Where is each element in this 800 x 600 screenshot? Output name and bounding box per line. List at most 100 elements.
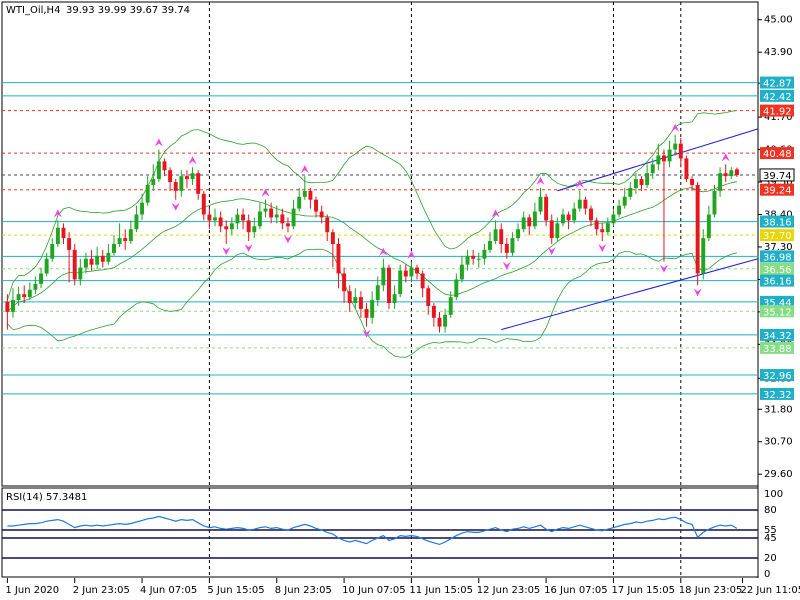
time-tick-label: 17 Jun 15:05: [611, 585, 675, 596]
candle-body: [504, 244, 509, 253]
candle-body: [375, 285, 380, 301]
candle-body: [471, 255, 476, 259]
level-label-box: [760, 274, 794, 287]
level-label-box: [760, 183, 794, 196]
candle-body: [27, 289, 32, 298]
candle-body: [656, 155, 661, 165]
candle-body: [246, 220, 251, 233]
fractal-down-arrow: [244, 244, 253, 253]
level-label-box: [760, 328, 794, 341]
candle-body: [488, 241, 492, 250]
time-tick-label: 5 Jun 15:05: [207, 585, 264, 596]
fractal-down-arrow: [547, 247, 556, 255]
candle-body: [207, 214, 212, 221]
candle-body: [370, 300, 375, 318]
candle-body: [544, 196, 549, 221]
level-label: 32.32: [763, 390, 792, 401]
level-label: 33.88: [763, 344, 792, 355]
candle-body: [532, 211, 537, 227]
level-label-box: [760, 147, 794, 160]
candle-body: [257, 211, 262, 227]
candle-body: [476, 258, 481, 260]
candle-body: [128, 229, 133, 242]
candle-body: [589, 208, 593, 221]
candle-body: [61, 227, 66, 239]
candle-body: [353, 297, 358, 304]
candle-body: [398, 270, 403, 295]
candle-body: [78, 267, 83, 280]
candle-body: [695, 184, 700, 274]
candle-body: [409, 267, 414, 277]
candle-body: [330, 232, 335, 244]
price-tick-label: 43.90: [764, 47, 793, 58]
level-label: 32.96: [763, 371, 792, 382]
candle-body: [611, 214, 616, 224]
candle-body: [308, 190, 313, 200]
candle-body: [650, 164, 655, 174]
candle-body: [117, 238, 122, 244]
chart-header-symbol: WTI_Oil,H4: [6, 5, 60, 16]
level-label: 41.92: [763, 107, 792, 118]
fractal-up-arrow: [53, 209, 62, 218]
fractal-arrows: [53, 123, 730, 338]
candle-body: [678, 143, 683, 159]
candle-body: [645, 173, 650, 185]
candle-body: [482, 249, 487, 259]
rsi-tick-label: 20: [764, 553, 777, 564]
candle-body: [729, 170, 734, 177]
candle-body: [33, 283, 38, 290]
level-label-box: [760, 215, 794, 228]
candle-body: [196, 173, 201, 194]
candle-body: [605, 223, 610, 233]
candle-body: [617, 205, 622, 215]
level-label-box: [760, 76, 794, 89]
candle-body: [224, 226, 229, 230]
level-label: 38.16: [763, 218, 792, 229]
band-lower: [7, 248, 737, 358]
level-label-box: [760, 369, 794, 382]
level-label: 40.48: [763, 149, 792, 160]
candle-body: [622, 196, 627, 206]
horizontal-levels: [2, 82, 758, 395]
candle-body: [314, 199, 318, 212]
candle-body: [420, 273, 425, 289]
candle-body: [701, 238, 706, 274]
candle-body: [347, 291, 352, 304]
trendline-lower: [501, 258, 759, 331]
fractal-up-arrow: [188, 156, 197, 165]
level-label-box: [760, 387, 794, 400]
price-tick-label: 31.80: [764, 404, 793, 415]
candle-body: [134, 214, 139, 230]
time-tick-label: 2 Jun 23:05: [73, 585, 130, 596]
candle-body: [184, 176, 189, 180]
candle-body: [145, 184, 150, 203]
level-label: 37.70: [763, 231, 792, 242]
grid-layer: [208, 2, 682, 578]
candle-body: [516, 229, 521, 239]
fractal-down-arrow: [659, 264, 668, 273]
candle-body: [403, 270, 408, 277]
candle-body: [235, 214, 240, 224]
candle-body: [241, 214, 246, 221]
level-labels: 42.87 42.42 41.92 40.48 39.74 39.24 38.16 37.70…: [759, 76, 795, 401]
rsi-tick-label: 45: [764, 533, 777, 544]
candle-body: [600, 229, 605, 233]
candle-body: [723, 173, 728, 177]
level-label: 39.24: [763, 186, 792, 197]
candle-body: [426, 288, 431, 306]
candle-body: [83, 258, 88, 268]
rsi-header: RSI(14) 57.3481: [6, 492, 87, 503]
candle-body: [690, 179, 694, 185]
candle-body: [280, 214, 285, 224]
time-tick-label: 18 Jun 23:05: [679, 585, 743, 596]
price-tick-label: 38.40: [764, 209, 793, 220]
price-tick-label: 39.50: [764, 177, 793, 188]
candle-body: [734, 169, 739, 175]
candle-body: [459, 264, 464, 280]
fractal-up-arrow: [261, 188, 270, 197]
level-label: 35.12: [763, 307, 792, 318]
candle-body: [392, 294, 397, 304]
time-tick-label: 10 Jun 07:05: [342, 585, 406, 596]
candle-body: [218, 217, 223, 227]
